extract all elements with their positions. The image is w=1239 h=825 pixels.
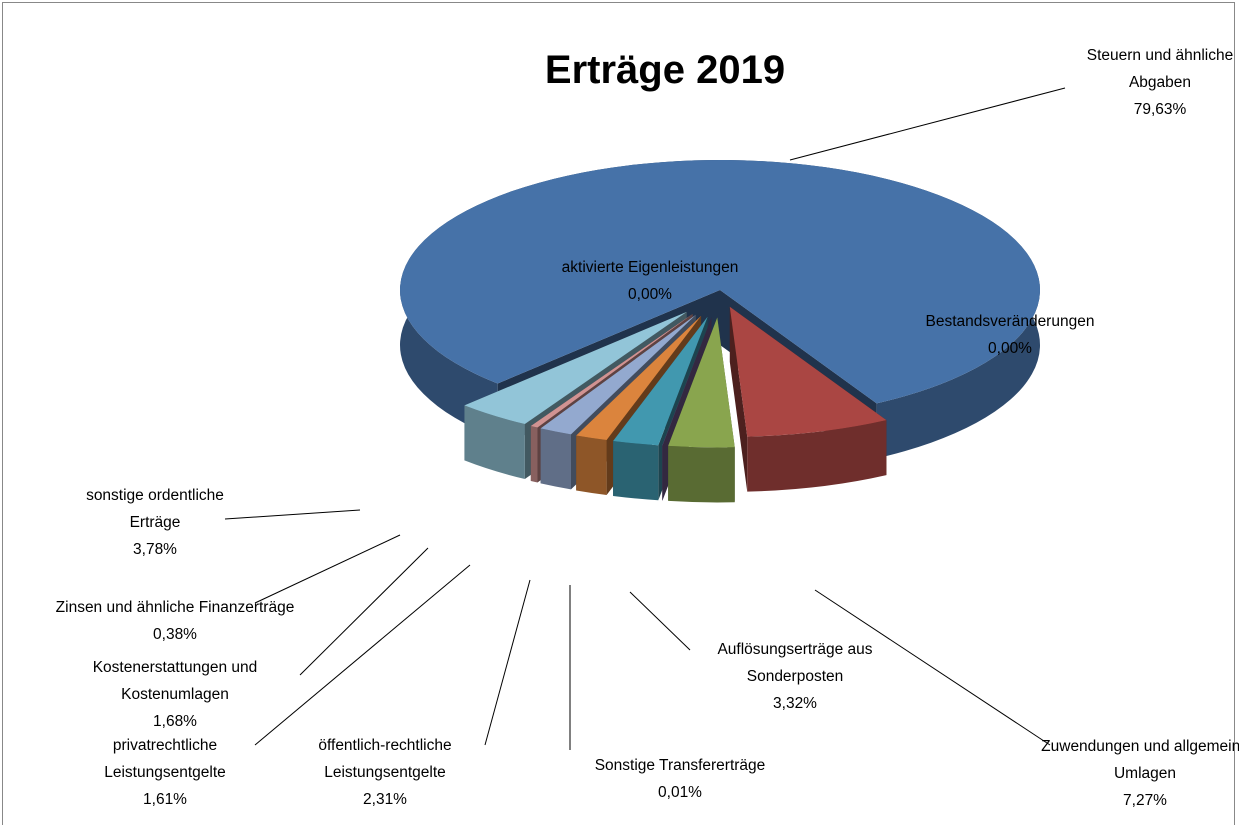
slice-label: Kostenerstattungen und Kostenumlagen 1,68… xyxy=(55,654,295,735)
slice-side xyxy=(464,405,525,480)
slice-name: Kostenerstattungen und Kostenumlagen xyxy=(92,659,258,703)
chart-title: Erträge 2019 xyxy=(544,48,786,92)
leader-line xyxy=(224,509,361,520)
slice-name: Zinsen und ähnliche Finanzerträge xyxy=(55,599,295,616)
slice-value: 1,68% xyxy=(153,713,197,730)
slice-value: 7,27% xyxy=(1123,792,1167,809)
leader-line xyxy=(814,589,1051,746)
slice-name: aktivierte Eigenleistungen xyxy=(561,259,739,276)
slice-label: öffentlich-rechtliche Leistungsentgelte 2… xyxy=(280,732,490,813)
slice-name: Sonstige Transfererträge xyxy=(594,757,766,774)
slice-side xyxy=(613,440,659,501)
slice-name: Bestandsveränderungen xyxy=(925,313,1095,330)
slice-label: Auflösungserträge aus Sonderposten 3,32% xyxy=(680,636,910,717)
slice xyxy=(576,315,702,441)
slice-name: Steuern und ähnliche Abgaben xyxy=(1086,47,1234,91)
leader-line xyxy=(629,591,691,651)
leader-line xyxy=(789,87,1066,161)
slice-value: 3,32% xyxy=(773,695,817,712)
slice-label: sonstige ordentliche Erträge 3,78% xyxy=(60,482,250,563)
slice-value: 2,31% xyxy=(363,791,407,808)
slice xyxy=(662,317,712,446)
slice-wall xyxy=(576,315,702,496)
slice-label: Sonstige Transfererträge 0,01% xyxy=(560,752,800,806)
slice xyxy=(464,311,687,425)
slice-value: 0,01% xyxy=(658,784,702,801)
slice xyxy=(530,313,693,428)
slice-label: Zinsen und ähnliche Finanzerträge 0,38% xyxy=(55,594,295,648)
slice xyxy=(729,306,887,437)
leader-line xyxy=(254,564,471,746)
slice-value: 0,38% xyxy=(153,626,197,643)
slice-value: 0,00% xyxy=(988,340,1032,357)
slice-value: 1,61% xyxy=(143,791,187,808)
slice xyxy=(613,316,708,446)
slice-label: Steuern und ähnliche Abgaben 79,63% xyxy=(1070,42,1239,123)
slice-label: Bestandsveränderungen 0,00% xyxy=(880,308,1140,362)
slice-side xyxy=(747,420,887,492)
leader-line xyxy=(484,579,531,746)
leader-line xyxy=(299,547,429,676)
slice-name: Auflösungserträge aus Sonderposten xyxy=(717,641,873,685)
slice-label: Zuwendungen und allgemeine Umlagen 7,27% xyxy=(1040,733,1239,814)
slice-name: Zuwendungen und allgemeine Umlagen xyxy=(1041,738,1239,782)
leader-line xyxy=(254,534,401,604)
slice-value: 79,63% xyxy=(1133,101,1187,118)
slice-value: 3,78% xyxy=(133,541,177,558)
slice-value: 0,00% xyxy=(628,286,672,303)
slice-side xyxy=(668,445,735,503)
slice-label: aktivierte Eigenleistungen 0,00% xyxy=(560,254,740,308)
slice-name: privatrechtliche Leistungsentgelte xyxy=(104,737,226,781)
slice-name: sonstige ordentliche Erträge xyxy=(86,487,224,531)
slice xyxy=(399,160,1040,404)
slice-side xyxy=(530,426,538,483)
slice-label: privatrechtliche Leistungsentgelte 1,61% xyxy=(50,732,280,813)
slice-side xyxy=(540,428,571,490)
slice-name: öffentlich-rechtliche Leistungsentgelte xyxy=(318,737,452,781)
slice xyxy=(668,317,735,448)
slice xyxy=(540,314,696,435)
slice-side xyxy=(576,435,607,496)
